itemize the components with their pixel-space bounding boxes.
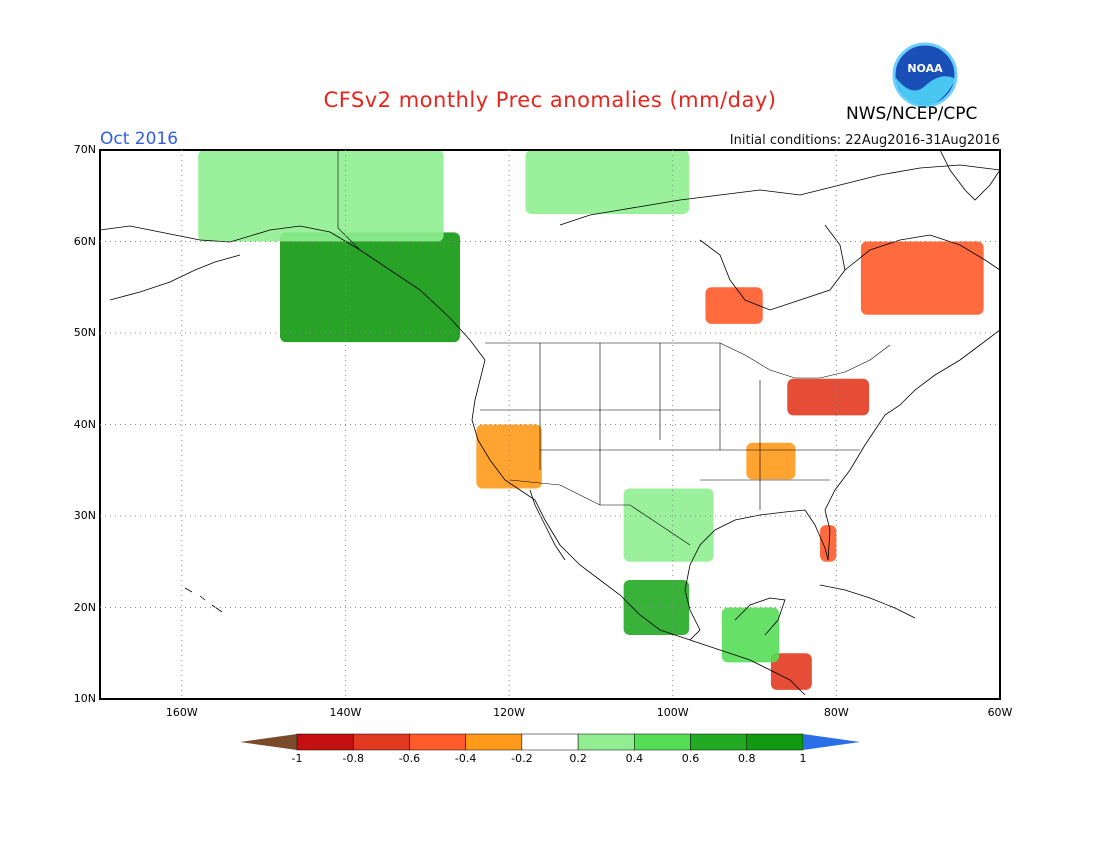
anomaly-region-3 — [860, 241, 984, 315]
lon-label: 160W — [165, 706, 198, 719]
colorbar-tick-label: -0.8 — [342, 752, 364, 765]
colorbar-tick-label: -0.2 — [511, 752, 533, 765]
colorbar-swatch — [409, 733, 466, 751]
anomaly-region-6 — [476, 424, 542, 489]
lon-label: 120W — [493, 706, 526, 719]
coastline-baja — [529, 489, 566, 561]
colorbar-tick-label: -1 — [291, 752, 303, 765]
colorbar-max-arrow — [803, 734, 860, 750]
border-us-canada — [485, 342, 891, 379]
anomaly-region-12 — [746, 442, 796, 480]
lat-label: 30N — [73, 509, 96, 522]
anomaly-region-8 — [623, 488, 714, 562]
anomaly-region-5 — [787, 378, 870, 416]
coastline-central-america — [689, 639, 806, 696]
coastline-aleutians — [109, 254, 241, 301]
colorbar-tick-label: 0.6 — [681, 752, 700, 765]
colorbar-swatch — [465, 733, 523, 751]
anomaly-region-4 — [705, 287, 763, 324]
coastline-hawaii — [184, 587, 223, 613]
anomaly-region-9 — [820, 525, 837, 562]
gridlines — [100, 150, 1000, 699]
colorbar-swatch — [634, 733, 691, 751]
coastline-yucatan — [734, 597, 786, 636]
lat-label: 20N — [73, 600, 96, 614]
border-us-mexico — [509, 479, 691, 546]
coastline-hudson-bay — [699, 224, 846, 311]
colorbar — [240, 733, 860, 751]
noaa-logo-text: NOAA — [907, 62, 943, 75]
coastline-us-west — [471, 359, 691, 641]
coastlines — [100, 150, 1000, 696]
noaa-logo: NOAA — [892, 42, 958, 108]
lon-label: 100W — [656, 706, 689, 719]
border-alaska-canada — [337, 150, 391, 271]
colorbar-tick-label: 1 — [799, 752, 807, 765]
colorbar-tick-label: 0.2 — [569, 752, 587, 765]
anomaly-shading — [198, 150, 984, 690]
initial-conditions: Initial conditions: 22Aug2016-31Aug2016 — [729, 133, 1000, 148]
valid-month: Oct 2016 — [100, 129, 179, 149]
colorbar-tick-label: -0.6 — [398, 752, 421, 765]
lat-label: 60N — [73, 234, 96, 248]
colorbar-min-arrow — [240, 734, 297, 750]
coastline-alaska — [100, 225, 486, 361]
anomaly-region-2 — [525, 150, 690, 215]
map-title: CFSv2 monthly Prec anomalies (mm/day) — [323, 88, 777, 112]
colorbar-swatch — [352, 733, 410, 751]
coastline-arctic — [559, 164, 1000, 226]
coastline-us-east — [824, 329, 1000, 561]
lat-label: 10N — [73, 692, 96, 705]
lat-label: 70N — [73, 143, 96, 156]
agency-label: NWS/NCEP/CPC — [846, 104, 978, 124]
coastline-greenland — [939, 150, 1000, 201]
lon-label: 140W — [329, 706, 362, 719]
colorbar-tick-label: -0.4 — [454, 752, 477, 765]
anomaly-region-10 — [770, 653, 812, 690]
colorbar-tick-label: 0.8 — [738, 752, 756, 765]
coastline-labrador — [844, 234, 1000, 271]
colorbar-swatch — [577, 733, 635, 751]
anomaly-region-11 — [721, 607, 780, 663]
anomaly-region-0 — [280, 232, 460, 343]
lat-label: 50N — [73, 326, 96, 339]
coastline-gulf — [684, 509, 829, 641]
anomaly-region-7 — [623, 580, 690, 635]
coastline-cuba — [819, 584, 916, 619]
colorbar-tick-label: 0.4 — [625, 752, 644, 765]
anomaly-region-1 — [198, 150, 444, 242]
lon-label: 60W — [987, 706, 1013, 719]
lat-label: 40N — [73, 417, 96, 431]
colorbar-swatch — [746, 733, 804, 751]
lon-label: 80W — [823, 706, 849, 719]
colorbar-swatch — [521, 733, 579, 751]
colorbar-swatch — [690, 733, 748, 751]
colorbar-swatch — [296, 733, 354, 751]
